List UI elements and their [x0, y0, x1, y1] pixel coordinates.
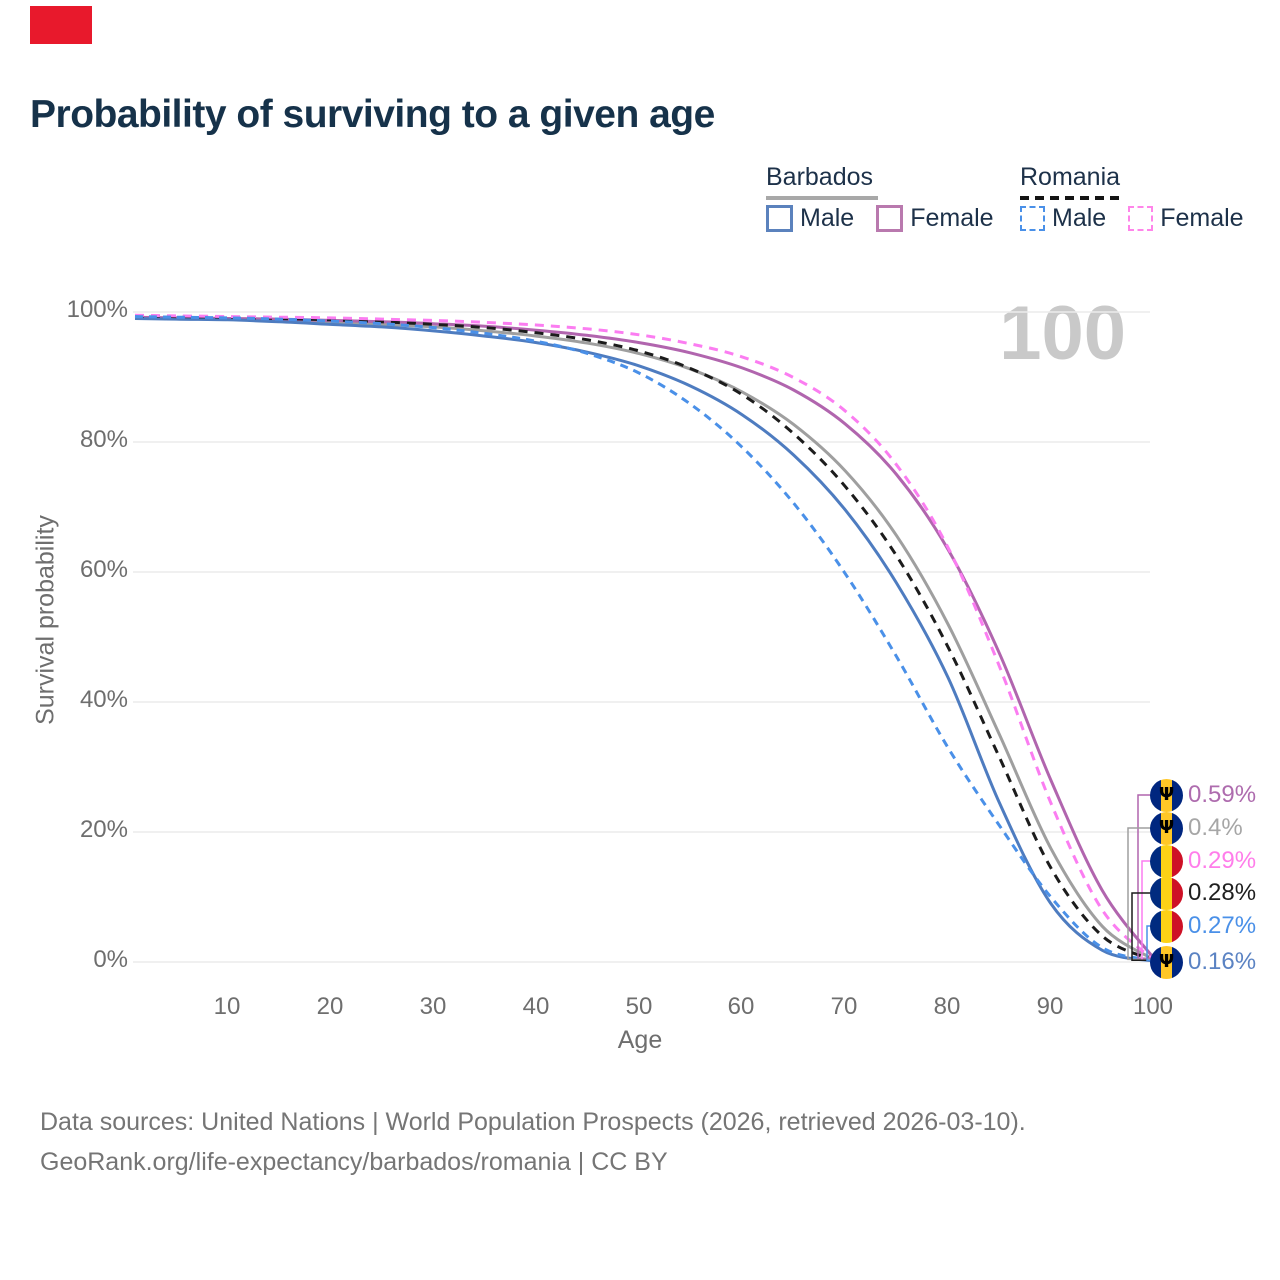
legend-item-label: Female	[1160, 204, 1244, 232]
legend-row-romania: Male Female	[1020, 204, 1266, 233]
barbados-female-swatch-icon	[876, 205, 904, 232]
barbados-flag-icon: Ψ	[1150, 811, 1183, 845]
legend-item-label: Female	[910, 204, 994, 232]
end-label-barbados-male: Ψ 0.16%	[1150, 945, 1256, 979]
series-barbados-both-sexes	[134, 316, 1155, 961]
y-tick-label: 20%	[79, 816, 128, 843]
legend-country-romania[interactable]: Romania	[1020, 163, 1121, 191]
romania-male-swatch-icon	[1020, 206, 1045, 231]
y-tick-label: 80%	[79, 426, 128, 453]
data-sources-line: Data sources: United Nations | World Pop…	[40, 1108, 1026, 1136]
attribution-line: GeoRank.org/life-expectancy/barbados/rom…	[40, 1148, 668, 1176]
page-title: Probability of surviving to a given age	[30, 93, 715, 136]
x-axis-title: Age	[617, 1026, 663, 1054]
y-tick-label: 40%	[79, 686, 128, 713]
x-tick-label: 70	[830, 993, 858, 1020]
legend-item-label: Male	[800, 204, 855, 232]
x-tick-label: 30	[419, 993, 447, 1020]
end-value: 0.29%	[1188, 847, 1257, 874]
end-label-romania-male: 0.27%	[1150, 909, 1256, 943]
x-tick-label: 50	[625, 993, 653, 1020]
y-axis-title: Survival probability	[31, 515, 60, 725]
end-value: 0.59%	[1188, 781, 1257, 808]
legend-item-romania-male[interactable]: Male	[1020, 204, 1106, 233]
barbados-flag-icon: Ψ	[1150, 778, 1183, 812]
y-tick-label: 60%	[79, 556, 128, 583]
end-label-barbados-total: Ψ 0.4%	[1150, 811, 1243, 845]
end-label-romania-female: 0.29%	[1150, 844, 1256, 878]
legend-item-barbados-male[interactable]: Male	[766, 204, 854, 233]
red-banner	[30, 6, 92, 44]
romania-flag-icon	[1150, 844, 1183, 878]
x-tick-label: 90	[1036, 993, 1064, 1020]
trident-glyph: Ψ	[1158, 951, 1175, 973]
series-romania-male	[134, 315, 1155, 962]
legend-group-barbados: Barbados	[766, 163, 878, 200]
y-tick-label: 0%	[93, 946, 128, 973]
end-value: 0.28%	[1188, 879, 1257, 906]
series-romania-female	[134, 313, 1155, 962]
x-tick-label: 40	[522, 993, 550, 1020]
end-label-barbados-female: Ψ 0.59%	[1150, 778, 1256, 812]
x-tick-label: 10	[213, 993, 241, 1020]
romania-line-swatch	[1020, 196, 1122, 200]
end-label-romania-total: 0.28%	[1150, 876, 1256, 910]
romania-flag-icon	[1150, 909, 1183, 943]
x-tick-label: 100	[1132, 993, 1174, 1020]
x-tick-label: 80	[933, 993, 961, 1020]
series-barbados-female	[134, 315, 1155, 960]
end-value: 0.16%	[1188, 948, 1257, 975]
legend-country-barbados[interactable]: Barbados	[766, 163, 874, 191]
series-romania-both-sexes	[134, 314, 1155, 962]
legend-item-label: Male	[1052, 204, 1107, 232]
legend-group-romania: Romania	[1020, 163, 1122, 200]
legend-item-barbados-female[interactable]: Female	[876, 204, 994, 233]
series-barbados-male	[134, 317, 1155, 963]
end-value: 0.27%	[1188, 912, 1257, 939]
trident-glyph: Ψ	[1158, 817, 1175, 839]
barbados-line-swatch	[766, 196, 878, 200]
end-value: 0.4%	[1188, 814, 1243, 841]
y-tick-label: 100%	[66, 296, 128, 323]
x-tick-label: 20	[316, 993, 344, 1020]
legend-item-romania-female[interactable]: Female	[1128, 204, 1244, 233]
barbados-flag-icon: Ψ	[1150, 945, 1183, 979]
age-watermark: 100	[999, 291, 1126, 376]
trident-glyph: Ψ	[1158, 784, 1175, 806]
x-tick-label: 60	[727, 993, 755, 1020]
barbados-male-swatch-icon	[766, 205, 793, 232]
romania-flag-icon	[1150, 876, 1183, 910]
legend-row-barbados: Male Female	[766, 204, 1016, 233]
romania-female-swatch-icon	[1128, 206, 1154, 231]
